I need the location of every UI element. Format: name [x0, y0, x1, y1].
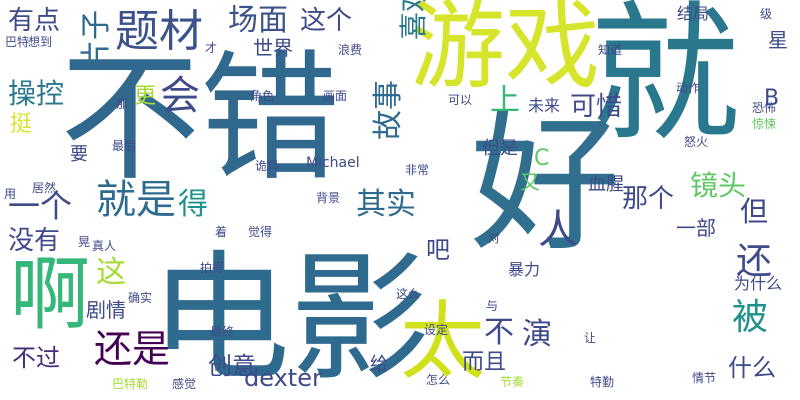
word-sheding: 设定 [424, 323, 449, 337]
word-dianying: 电影 [150, 238, 431, 400]
word-shijie: 世界 [253, 36, 293, 60]
word-tai: 太 [400, 293, 486, 392]
word-hui: 会 [160, 73, 200, 119]
word-dui: 对 [488, 231, 501, 245]
word-buguo: 不过 [12, 344, 60, 372]
word-bateler: 巴特勒 [112, 377, 149, 391]
word-gei: 给 [370, 354, 388, 375]
word-dongzuo: 动作 [676, 81, 701, 95]
word-zenme: 怎么 [426, 373, 451, 387]
word-paide: 拍得 [200, 261, 225, 275]
word-changmian: 场面 [228, 3, 288, 38]
word-jiu: 就 [590, 0, 741, 162]
word-yibu: 一部 [676, 216, 716, 240]
word-juran: 居然 [32, 181, 57, 195]
word-weilai: 未来 [528, 96, 561, 115]
word-ganjue: 感觉 [172, 377, 197, 391]
word-danshi: 但是 [482, 138, 518, 159]
word-haishi: 还是 [94, 327, 171, 371]
word-zhidao: 知道 [598, 43, 623, 57]
word-bate: 巴特 [5, 35, 30, 49]
word-ting: 挺 [10, 112, 33, 137]
word-B: B [764, 86, 780, 111]
word-huang: 晃 [78, 235, 91, 249]
word-queshi: 确实 [128, 291, 153, 305]
word-bei: 被 [732, 297, 769, 338]
word-keyi: 可以 [448, 93, 473, 107]
word-weishenme: 为什么 [734, 274, 783, 293]
word-xiangdao: 想到 [28, 35, 53, 49]
word-shenme: 什么 [728, 354, 776, 382]
word-jiezou: 节奏 [500, 375, 525, 389]
word-kongbu: 恐怖 [752, 101, 777, 115]
word-de: 得 [178, 187, 208, 222]
word-pianzi: 片子 [79, 10, 114, 70]
word-youdian: 有点 [8, 6, 61, 36]
word-nuhuo: 怒火 [684, 135, 709, 149]
word-you: 又 [520, 170, 540, 194]
word-juede: 觉得 [248, 225, 273, 239]
word-langfei: 浪费 [338, 43, 363, 57]
word-hao: 好 [470, 98, 621, 272]
word-zhenren: 真人 [92, 239, 117, 253]
word-gushi: 故事 [371, 80, 406, 140]
word-xing: 星 [768, 28, 788, 52]
word-feichang: 非常 [405, 163, 430, 177]
word-hai: 还 [736, 241, 773, 282]
word-shang: 上 [490, 83, 520, 118]
word-huamian: 画面 [323, 89, 348, 103]
word-yige: 一个 [8, 187, 73, 225]
word-nage: 那个 [622, 184, 675, 214]
word-xuexing: 血腥 [588, 174, 624, 195]
word-qishi: 其实 [356, 187, 416, 222]
word-ba: 吧 [426, 236, 450, 264]
word-caokong: 操控 [8, 77, 65, 110]
word-ticai: 题材 [115, 6, 203, 57]
word-bu: 不 [484, 315, 514, 350]
word-juqing: 剧情 [86, 298, 126, 322]
word-yan: 演 [522, 317, 552, 352]
word-youxi: 游戏 [410, 0, 601, 102]
word-zhege: 这个 [300, 6, 353, 36]
word-kexi: 可惜 [570, 92, 623, 122]
word-guiyi: 诡异 [255, 159, 280, 173]
word-geng: 更 [134, 84, 157, 109]
word-chuangyi: 创意 [208, 352, 256, 380]
word-bucuo: 不错 [60, 38, 341, 201]
word-beijing: 背景 [316, 191, 341, 205]
word-jingtou: 镜头 [690, 169, 747, 202]
word-zhe2: 这 [96, 255, 126, 290]
word-zuihou: 最后 [112, 139, 137, 153]
word-na: 那 [116, 97, 129, 111]
word-yong: 用 [4, 187, 17, 201]
word-rang: 让 [584, 331, 597, 345]
word-qingjie: 情节 [692, 371, 717, 385]
word-yao: 要 [70, 144, 88, 165]
word-jieju: 结局 [677, 4, 710, 23]
word-juese: 角色 [250, 89, 275, 103]
word-michael: Michael [306, 155, 360, 171]
word-ren: 人 [538, 207, 578, 253]
word-jiushi: 就是 [96, 177, 176, 223]
word-meiyou: 没有 [8, 226, 61, 256]
word-dan: 但 [740, 195, 769, 228]
word-C: C [534, 146, 550, 171]
word-a: 啊 [10, 248, 90, 341]
word-jingsong: 惊悚 [752, 117, 777, 131]
word-zuizhong: 最终 [210, 325, 235, 339]
word-zheme: 这么 [396, 287, 421, 301]
word-baoli: 暴力 [508, 260, 541, 279]
word-zhe: 着 [215, 225, 228, 239]
word-cai: 才 [205, 41, 218, 55]
word-ji: 级 [760, 7, 773, 21]
word-yu: 与 [486, 299, 499, 313]
word-teqin: 特勤 [590, 375, 615, 389]
word-erqie: 而且 [462, 350, 507, 375]
word-xihuan: 喜欢 [397, 0, 430, 40]
word-dexter: dexter [244, 364, 322, 392]
